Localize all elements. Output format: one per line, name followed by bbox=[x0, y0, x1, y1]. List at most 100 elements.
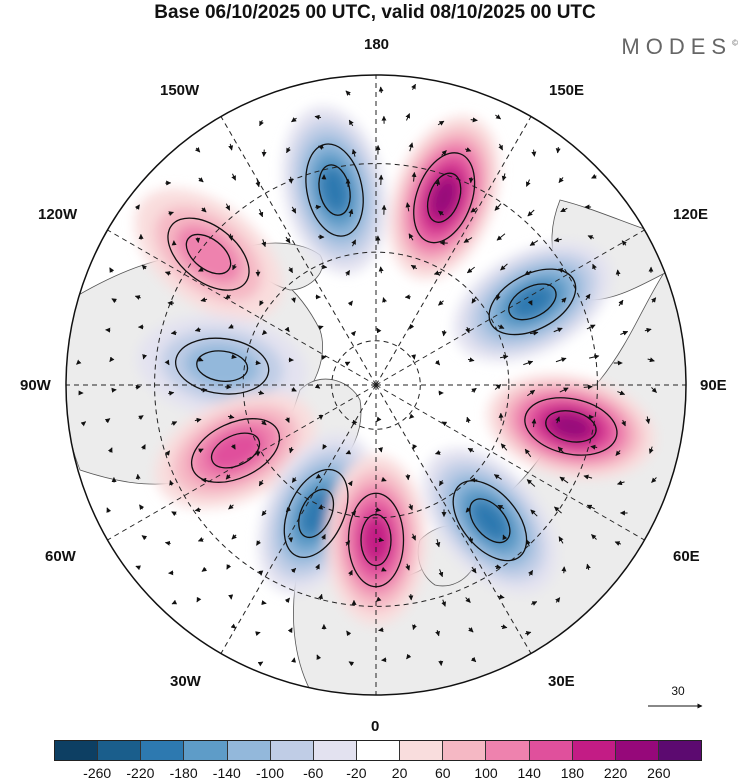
meridian-line bbox=[107, 384, 377, 541]
contour-line bbox=[469, 498, 511, 544]
wind-arrow bbox=[135, 473, 141, 480]
colorbar-tick-label: -100 bbox=[255, 765, 285, 781]
wind-arrow bbox=[411, 171, 417, 182]
wind-arrow bbox=[376, 327, 382, 334]
wind-arrow bbox=[378, 266, 384, 274]
wind-arrow bbox=[615, 450, 621, 456]
anomaly-level bbox=[299, 490, 333, 537]
wind-arrow bbox=[528, 570, 534, 576]
lon-label-60e: 60E bbox=[673, 548, 700, 565]
wind-arrow bbox=[496, 293, 501, 301]
wind-arrow bbox=[140, 444, 146, 450]
wind-arrow bbox=[558, 177, 564, 183]
wind-arrow bbox=[291, 117, 297, 123]
wind-arrow bbox=[497, 324, 505, 329]
wind-arrow bbox=[228, 323, 234, 329]
colorbar-cell bbox=[313, 741, 357, 760]
wind-arrow bbox=[231, 534, 237, 540]
anomaly-centre bbox=[282, 106, 387, 274]
wind-arrow bbox=[317, 145, 324, 150]
wind-arrow bbox=[345, 449, 352, 455]
wind-arrow bbox=[258, 209, 264, 218]
wind-arrow bbox=[526, 179, 531, 187]
wind-arrow bbox=[284, 597, 290, 604]
contour-group bbox=[524, 397, 618, 456]
wind-arrow bbox=[376, 596, 382, 602]
wind-arrow bbox=[200, 387, 208, 393]
wind-arrow bbox=[314, 114, 322, 120]
latitude-circle bbox=[331, 340, 421, 430]
wind-arrow bbox=[141, 264, 148, 271]
wind-arrow bbox=[471, 387, 477, 393]
wind-arrow bbox=[617, 480, 625, 486]
wind-arrow bbox=[228, 504, 234, 510]
wind-arrow bbox=[255, 179, 261, 188]
wind-arrow bbox=[438, 210, 444, 216]
anomaly-centre bbox=[423, 448, 557, 594]
wind-arrow bbox=[197, 356, 204, 362]
wind-arrow bbox=[560, 207, 568, 213]
wind-arrow bbox=[230, 444, 236, 450]
wind-arrow bbox=[138, 415, 144, 421]
wind-arrow bbox=[259, 300, 265, 306]
wind-arrow bbox=[318, 593, 323, 600]
wind-arrow bbox=[435, 179, 441, 187]
colorbar-cell bbox=[572, 741, 616, 760]
wind-arrow bbox=[194, 417, 202, 423]
wind-arrow bbox=[171, 421, 178, 426]
wind-arrow bbox=[231, 173, 236, 181]
colorbar-tick-label: 20 bbox=[391, 765, 408, 781]
brand-logo: MODES© bbox=[621, 34, 738, 60]
wind-arrow bbox=[591, 173, 597, 179]
wind-arrow bbox=[470, 117, 478, 123]
wind-arrow bbox=[135, 384, 141, 390]
wind-arrow bbox=[198, 448, 204, 454]
colorbar-tick-label: -20 bbox=[346, 765, 367, 781]
wind-arrow bbox=[501, 173, 507, 182]
contour-group bbox=[283, 468, 349, 559]
colorbar-cell bbox=[270, 741, 314, 760]
wind-arrow bbox=[558, 536, 564, 544]
colorbar bbox=[54, 740, 702, 761]
wind-arrow bbox=[225, 294, 231, 300]
colorbar-tick-label: -140 bbox=[212, 765, 241, 781]
wind-arrow bbox=[168, 211, 174, 216]
wind-arrow bbox=[500, 624, 508, 630]
colorbar-tick-label: -260 bbox=[83, 765, 112, 781]
wind-arrow bbox=[169, 480, 174, 486]
wind-arrow bbox=[262, 329, 268, 336]
wind-arrow bbox=[257, 661, 264, 667]
wind-arrow bbox=[80, 421, 87, 427]
wind-arrow bbox=[644, 327, 652, 333]
colorbar-tick-label: -180 bbox=[169, 765, 198, 781]
wind-arrow bbox=[322, 444, 328, 450]
wind-arrow bbox=[352, 419, 358, 426]
anomaly-level bbox=[470, 499, 509, 542]
wind-arrow bbox=[408, 142, 414, 152]
wind-arrow bbox=[164, 540, 171, 546]
wind-arrow bbox=[285, 236, 291, 244]
wind-arrow bbox=[525, 630, 532, 636]
wind-arrow bbox=[228, 594, 234, 600]
wind-arrow bbox=[439, 480, 444, 487]
colorbar-tick-label: -60 bbox=[303, 765, 324, 781]
contour-line bbox=[347, 492, 405, 588]
wind-arrow bbox=[464, 147, 472, 152]
wind-arrow bbox=[198, 177, 204, 183]
wind-arrow bbox=[378, 86, 384, 94]
meridian-line bbox=[375, 384, 532, 654]
wind-arrow bbox=[261, 239, 267, 248]
wind-arrow bbox=[586, 504, 595, 510]
wind-arrow bbox=[291, 386, 297, 392]
wind-arrow bbox=[350, 330, 356, 337]
colorbar-cell bbox=[55, 741, 99, 760]
colorbar-cell bbox=[356, 741, 401, 760]
wind-arrow bbox=[465, 507, 471, 513]
wind-arrow bbox=[651, 297, 657, 303]
map-border bbox=[65, 74, 687, 696]
colorbar-tick-label: 180 bbox=[560, 765, 585, 781]
wind-arrow bbox=[288, 267, 293, 274]
wind-arrow bbox=[434, 359, 441, 366]
wind-arrow bbox=[496, 233, 506, 241]
wind-arrow bbox=[381, 566, 387, 572]
